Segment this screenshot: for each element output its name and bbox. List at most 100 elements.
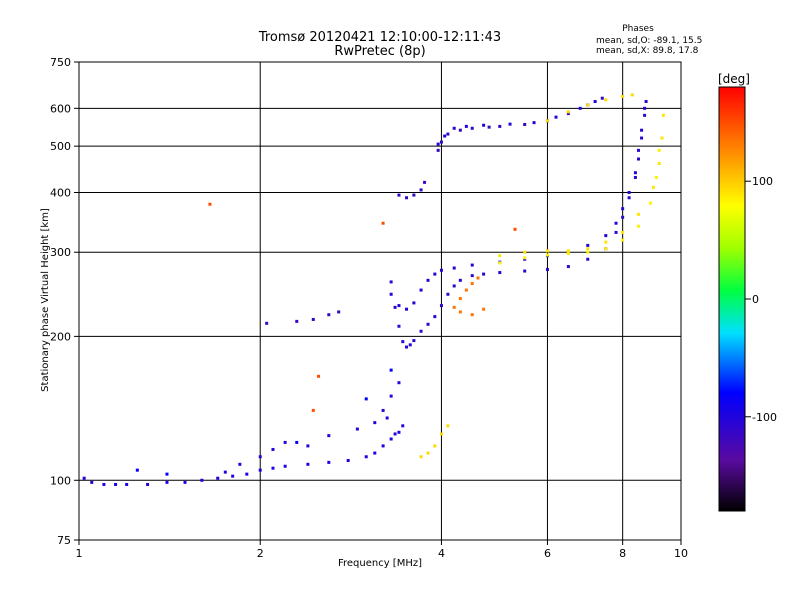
data-point: [614, 230, 618, 234]
data-point: [405, 196, 409, 200]
data-point: [578, 106, 582, 110]
data-point: [397, 430, 401, 434]
data-point: [443, 134, 447, 138]
data-point: [554, 115, 558, 119]
data-point: [498, 271, 502, 275]
data-point: [216, 476, 220, 480]
data-point: [436, 148, 440, 152]
data-point: [364, 397, 368, 401]
x-axis-label: Frequency [MHz]: [338, 558, 422, 569]
data-point: [135, 468, 139, 472]
data-point: [401, 424, 405, 428]
colorbar-ticks: 100 0 -100: [745, 175, 777, 424]
data-point: [405, 345, 409, 349]
data-point: [389, 437, 393, 441]
data-point: [482, 272, 486, 276]
data-point: [593, 100, 597, 104]
data-point: [381, 221, 385, 225]
data-point: [283, 440, 287, 444]
x-tick-label: 4: [438, 547, 445, 560]
data-point: [452, 284, 456, 288]
y-tick-label: 75: [57, 534, 71, 547]
data-point: [566, 249, 570, 253]
y-tick-label: 100: [50, 474, 71, 487]
data-point: [586, 247, 590, 251]
data-point: [649, 201, 653, 205]
data-point: [389, 368, 393, 372]
data-point: [165, 472, 169, 476]
plot-frame: [78, 61, 682, 541]
x-tick-label: 2: [257, 547, 264, 560]
data-point: [630, 93, 634, 97]
data-point: [523, 250, 527, 254]
y-tick-label: 500: [50, 140, 71, 153]
data-point: [470, 126, 474, 130]
data-point: [419, 288, 423, 292]
data-point: [644, 100, 648, 104]
data-point: [412, 193, 416, 197]
data-point: [385, 416, 389, 420]
data-point: [426, 322, 430, 326]
data-point: [604, 234, 608, 238]
data-point: [90, 480, 94, 484]
data-point: [426, 451, 430, 455]
data-point: [633, 171, 637, 175]
data-point: [337, 310, 341, 314]
data-point: [405, 307, 409, 311]
data-point: [523, 269, 527, 273]
data-point: [487, 125, 491, 129]
data-point: [586, 243, 590, 247]
data-point: [306, 444, 310, 448]
data-point: [452, 305, 456, 309]
data-point: [566, 252, 570, 256]
data-point: [393, 432, 397, 436]
x-tick-label: 6: [544, 547, 551, 560]
y-tick-label: 300: [50, 246, 71, 259]
data-point: [327, 313, 331, 317]
data-point: [523, 256, 527, 260]
data-point: [446, 292, 450, 296]
data-point: [621, 238, 625, 242]
grid-lines: [79, 62, 681, 540]
data-point: [265, 321, 269, 325]
data-point: [408, 343, 412, 347]
data-point: [311, 317, 315, 321]
data-point: [476, 276, 480, 280]
data-point: [643, 106, 647, 110]
data-point: [223, 470, 227, 474]
data-point: [566, 112, 570, 116]
data-point: [419, 329, 423, 333]
data-point: [295, 440, 299, 444]
data-point: [439, 268, 443, 272]
data-point: [523, 123, 527, 127]
data-point: [397, 381, 401, 385]
data-point: [311, 408, 315, 412]
data-point: [604, 98, 608, 102]
data-point: [306, 462, 310, 466]
data-point: [621, 230, 625, 234]
data-point: [498, 124, 502, 128]
data-point: [498, 261, 502, 265]
data-point: [586, 103, 590, 107]
data-point: [446, 424, 450, 428]
data-point: [614, 221, 618, 225]
legend-title: Phases: [622, 24, 654, 34]
data-point: [637, 224, 641, 228]
data-point: [393, 305, 397, 309]
data-point: [412, 301, 416, 305]
data-point: [621, 95, 625, 99]
colorbar-tick-label: -100: [752, 411, 777, 424]
data-point: [586, 250, 590, 254]
x-axis-ticks: 1 2 4 6 8 10: [76, 540, 688, 560]
data-point: [165, 480, 169, 484]
data-point: [231, 474, 235, 478]
data-point: [258, 468, 262, 472]
data-point: [470, 263, 474, 267]
data-point: [633, 175, 637, 179]
data-point: [508, 122, 512, 126]
colorbar-tick-label: 100: [752, 175, 773, 188]
data-point: [627, 190, 631, 194]
data-point: [660, 136, 664, 140]
data-point: [419, 455, 423, 459]
